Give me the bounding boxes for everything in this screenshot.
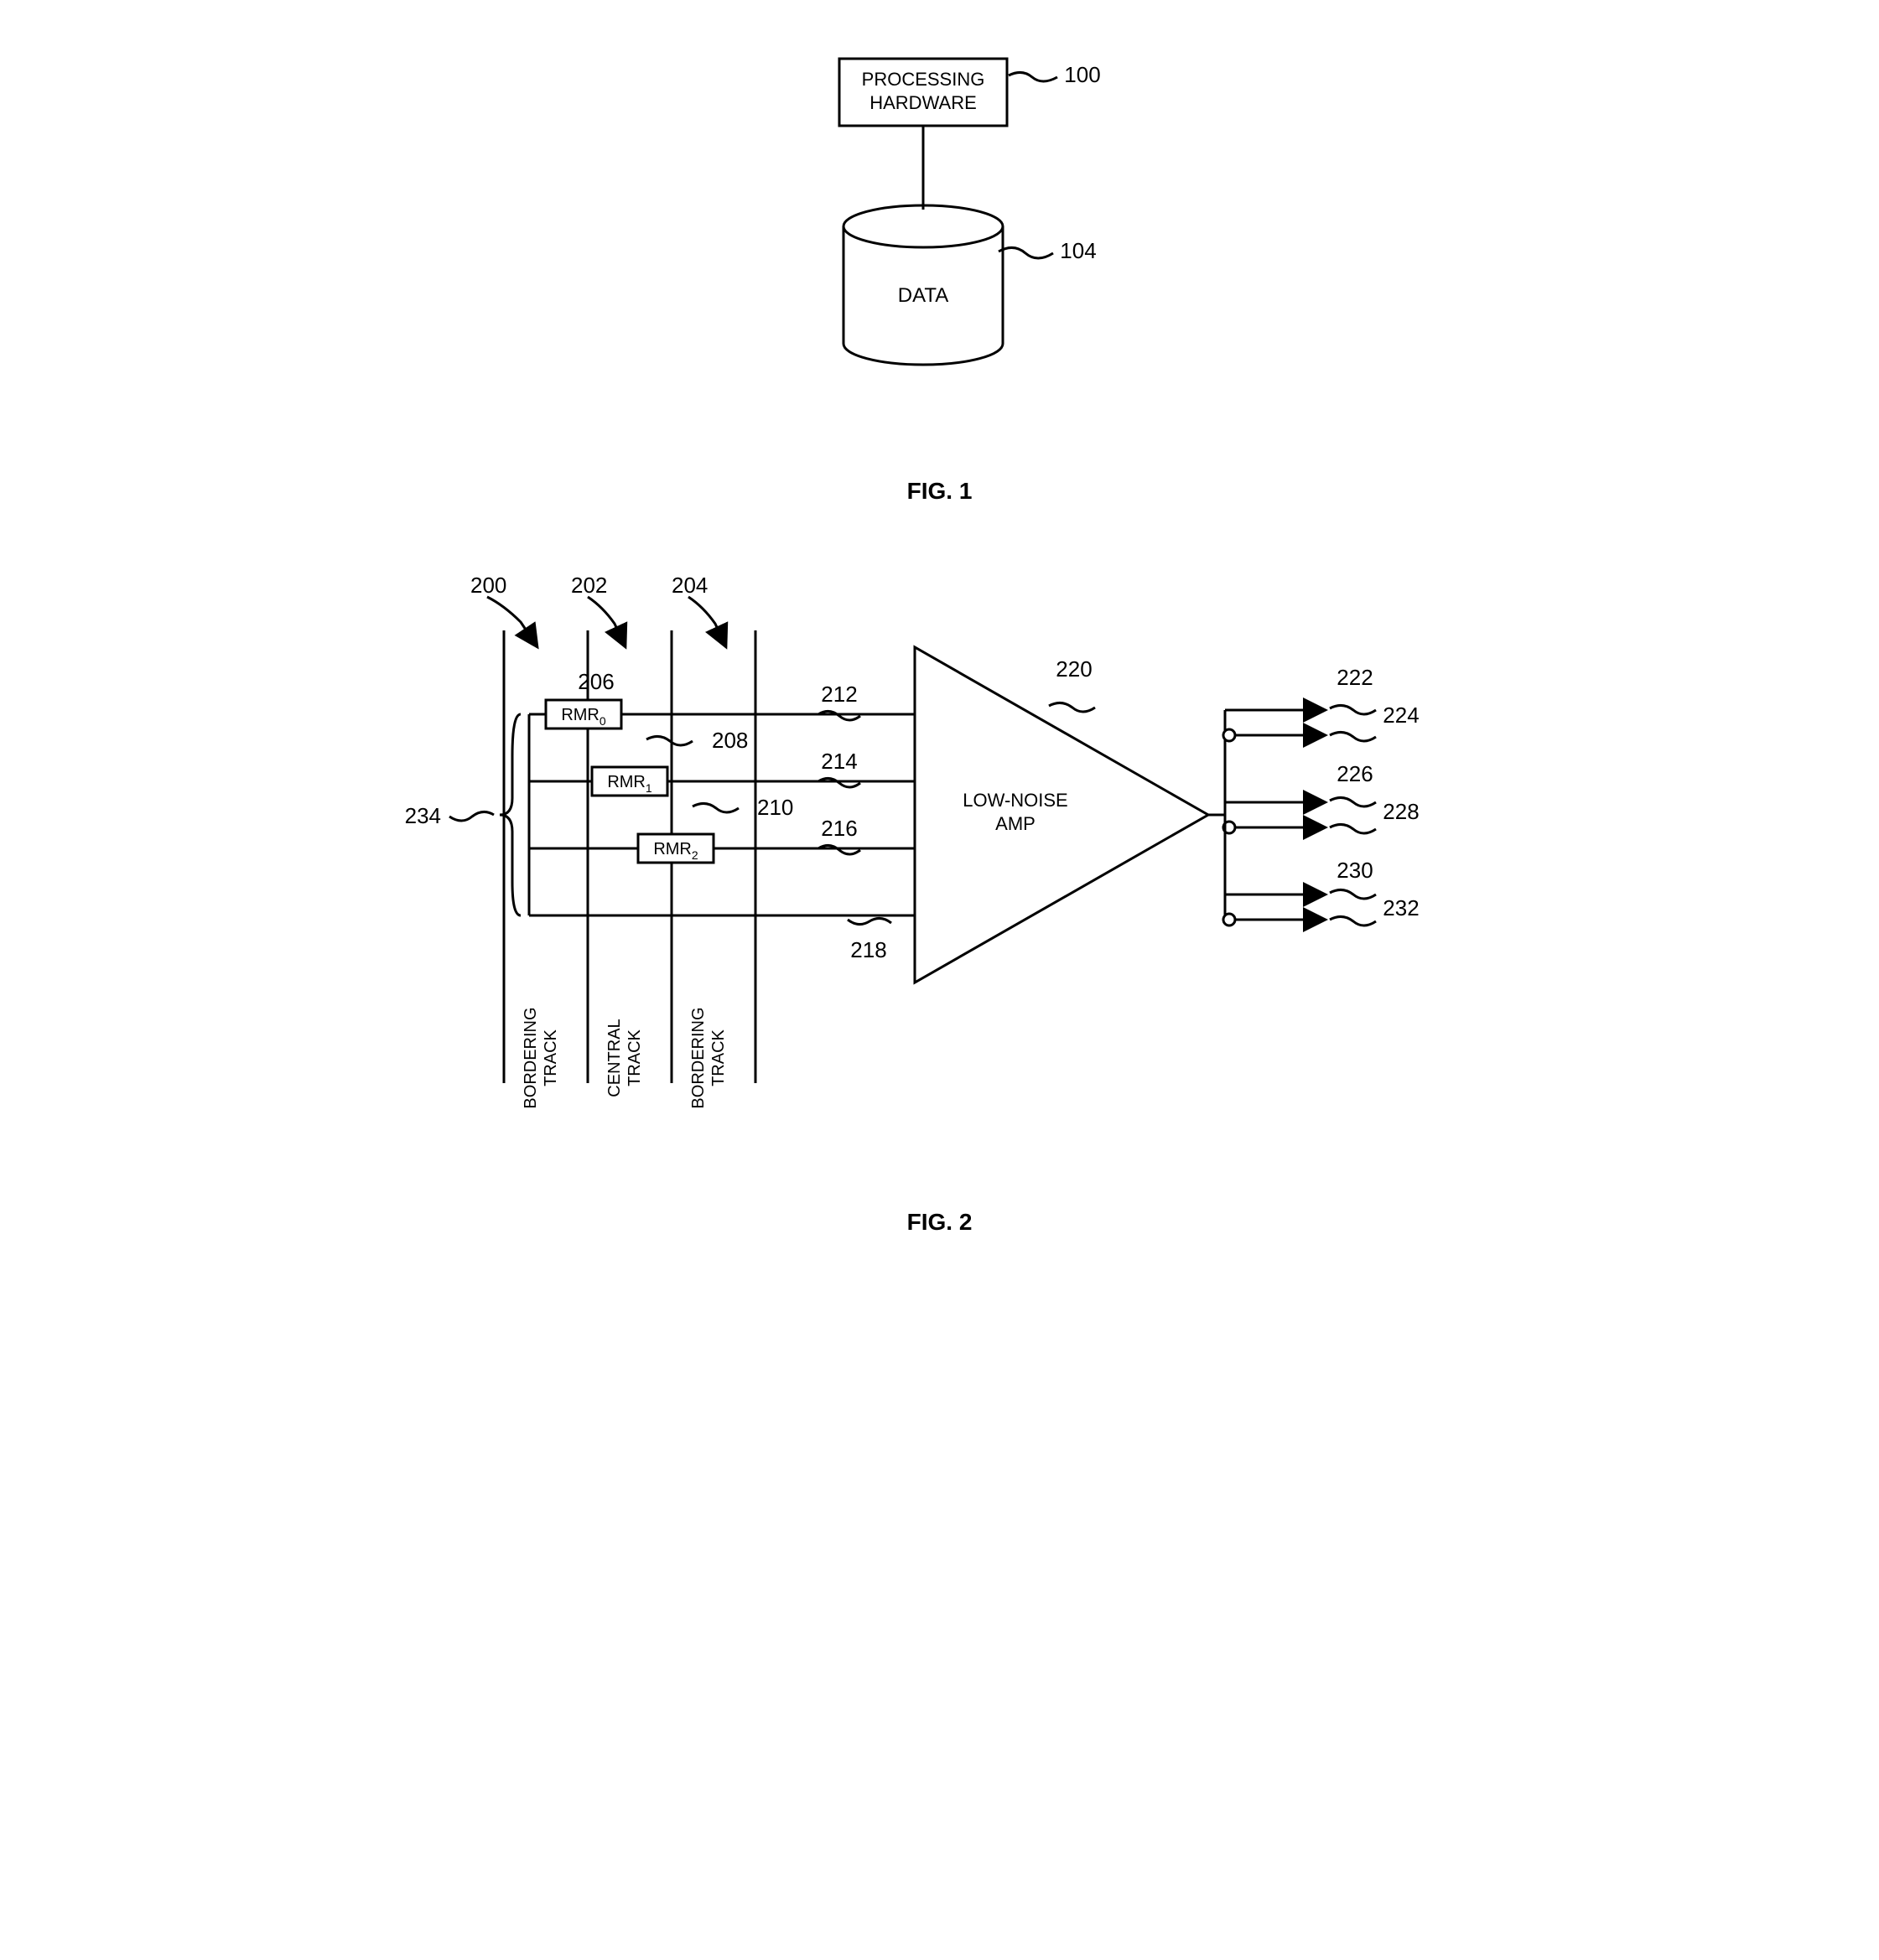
track2-label: BORDERINGTRACK	[689, 1007, 728, 1108]
ref-224-sq	[1330, 732, 1376, 741]
ref-arrow-200	[487, 597, 537, 647]
processing-box-line1: PROCESSING	[861, 69, 984, 90]
ref-230: 230	[1337, 858, 1373, 883]
fig2-svg: 200 202 204 RMR0 RMR1 RMR2 206 208 210 2…	[395, 547, 1485, 1200]
ref-squiggle-104	[999, 247, 1053, 258]
amp-label-2: AMP	[995, 813, 1036, 834]
fig2-caption: FIG. 2	[34, 1209, 1845, 1236]
ref-216-squig	[818, 845, 860, 854]
ref-228-sq	[1330, 824, 1376, 833]
fig1-svg: PROCESSING HARDWARE 100 DATA 104	[646, 34, 1233, 469]
ref-208-squig	[693, 803, 739, 812]
ref-208: 208	[712, 728, 748, 753]
ref-100: 100	[1064, 62, 1100, 87]
ref-218: 218	[850, 937, 886, 962]
ref-arrow-202	[588, 597, 625, 647]
ref-220: 220	[1056, 656, 1092, 682]
output-pair-1	[1208, 710, 1326, 815]
ref-226-sq	[1330, 797, 1376, 806]
cylinder-bottom	[843, 344, 1003, 365]
track0-label: BORDERINGTRACK	[522, 1007, 560, 1108]
ref-230-sq	[1330, 889, 1376, 899]
ref-228: 228	[1383, 799, 1419, 824]
output-pair-3	[1223, 815, 1326, 926]
ref-200: 200	[470, 573, 506, 598]
ref-206-squig	[646, 736, 693, 745]
ref-arrow-204	[688, 597, 726, 647]
ref-220-squig	[1049, 703, 1095, 712]
ref-206: 206	[578, 669, 614, 694]
track1-label: CENTRALTRACK	[605, 1019, 644, 1097]
amp-triangle	[915, 647, 1208, 983]
amp-label-1: LOW-NOISE	[963, 790, 1068, 811]
ref-212-squig	[818, 711, 860, 720]
ref-204: 204	[672, 573, 708, 598]
ref-222-sq	[1330, 705, 1376, 714]
ref-202: 202	[571, 573, 607, 598]
ref-216: 216	[821, 816, 857, 841]
ref-214-squig	[818, 778, 860, 787]
ref-232-sq	[1330, 916, 1376, 926]
ref-234: 234	[404, 803, 440, 828]
processing-box-line2: HARDWARE	[869, 92, 977, 113]
cylinder-label: DATA	[897, 284, 947, 307]
ref-226: 226	[1337, 761, 1373, 786]
ref-214: 214	[821, 749, 857, 774]
ref-104: 104	[1060, 238, 1096, 263]
ref-222: 222	[1337, 665, 1373, 690]
fig1-caption: FIG. 1	[34, 478, 1845, 505]
ref-212: 212	[821, 682, 857, 707]
ref-234-sq	[449, 811, 494, 821]
ref-224: 224	[1383, 703, 1419, 728]
output-pair-2	[1223, 802, 1326, 833]
cylinder-top	[843, 205, 1003, 247]
ref-218-squig	[848, 918, 891, 924]
ref-232: 232	[1383, 895, 1419, 920]
ref-210: 210	[757, 795, 793, 820]
ref-squiggle-100	[1009, 72, 1057, 81]
